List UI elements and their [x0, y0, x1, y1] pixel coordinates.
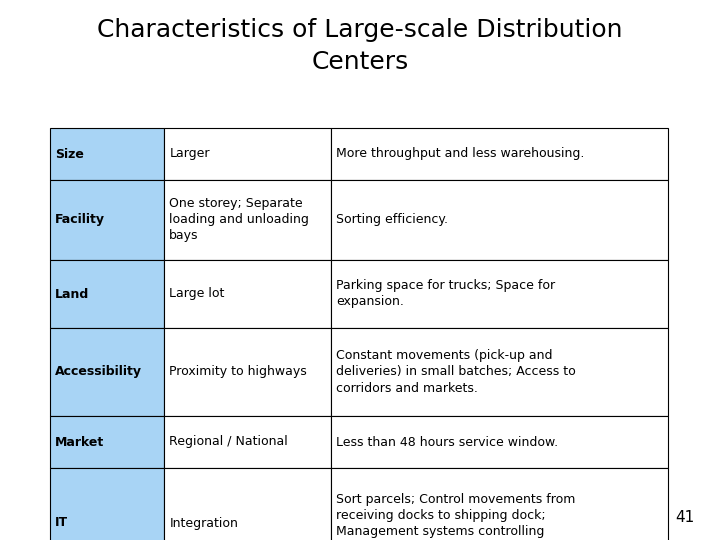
Text: Proximity to highways: Proximity to highways [169, 366, 307, 379]
Bar [50, 180, 164, 260]
Text: Sorting efficiency.: Sorting efficiency. [336, 213, 448, 226]
Text: IT: IT [55, 516, 68, 530]
Text: Size: Size [55, 147, 84, 160]
Bar [331, 180, 668, 260]
Text: Integration: Integration [169, 516, 238, 530]
Bar [331, 416, 668, 468]
Bar [50, 416, 164, 468]
Bar [164, 416, 331, 468]
Text: Larger: Larger [169, 147, 210, 160]
Bar [331, 328, 668, 416]
Text: Accessibility: Accessibility [55, 366, 142, 379]
Bar [331, 468, 668, 540]
Bar [164, 128, 331, 180]
Bar [164, 260, 331, 328]
Bar [331, 260, 668, 328]
Text: Constant movements (pick-up and
deliveries) in small batches; Access to
corridor: Constant movements (pick-up and deliveri… [336, 349, 576, 395]
Bar [331, 128, 668, 180]
Text: More throughput and less warehousing.: More throughput and less warehousing. [336, 147, 585, 160]
Bar [50, 328, 164, 416]
Text: Large lot: Large lot [169, 287, 225, 300]
Text: Sort parcels; Control movements from
receiving docks to shipping dock;
Managemen: Sort parcels; Control movements from rec… [336, 492, 575, 540]
Text: Parking space for trucks; Space for
expansion.: Parking space for trucks; Space for expa… [336, 280, 555, 308]
Text: Market: Market [55, 435, 104, 449]
Text: Facility: Facility [55, 213, 105, 226]
Text: Less than 48 hours service window.: Less than 48 hours service window. [336, 435, 558, 449]
Text: 41: 41 [676, 510, 695, 525]
Text: Centers: Centers [311, 50, 409, 74]
Bar [50, 468, 164, 540]
Bar [164, 328, 331, 416]
Bar [50, 260, 164, 328]
Bar [164, 180, 331, 260]
Text: One storey; Separate
loading and unloading
bays: One storey; Separate loading and unloadi… [169, 198, 309, 242]
Text: Land: Land [55, 287, 89, 300]
Text: Characteristics of Large-scale Distribution: Characteristics of Large-scale Distribut… [97, 18, 623, 42]
Bar [164, 468, 331, 540]
Text: Regional / National: Regional / National [169, 435, 288, 449]
Bar [50, 128, 164, 180]
